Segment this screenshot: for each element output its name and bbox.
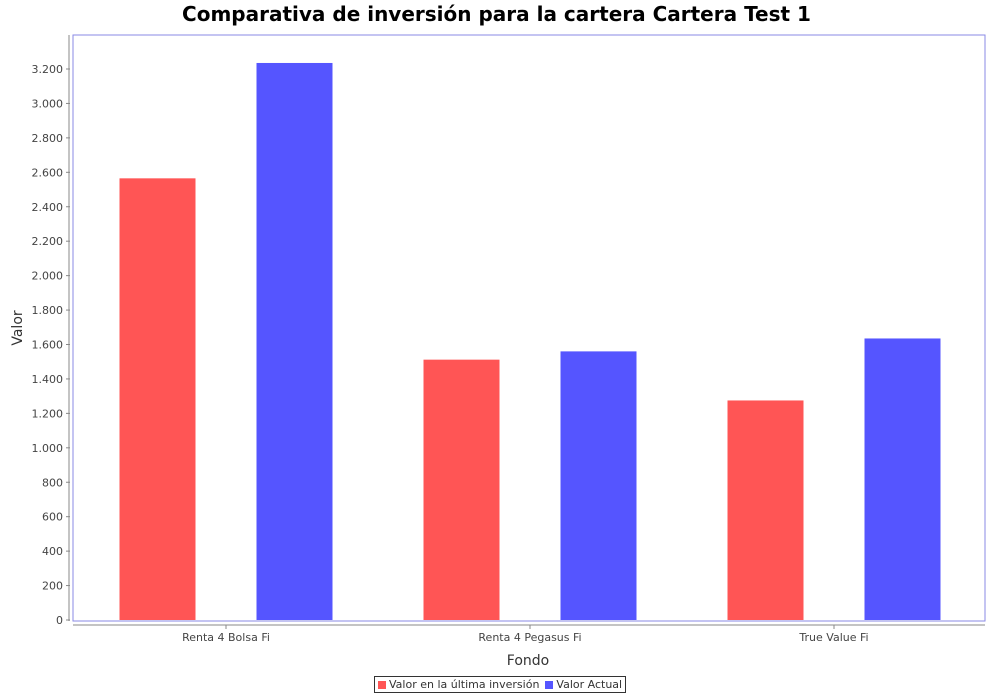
y-tick-label: 1.200	[32, 407, 64, 420]
legend-item-current-value: Valor Actual	[545, 678, 622, 691]
legend: Valor en la última inversión Valor Actua…	[374, 676, 627, 693]
y-axis: 0 200 400 600 800 1.000 1.200 1.400 1.600 1.800 2.…	[32, 35, 70, 627]
y-tick-label: 1.000	[32, 442, 64, 455]
y-tick-label: 400	[42, 545, 63, 558]
bar-chart: 0 200 400 600 800 1.000 1.200 1.400 1.600 1.800 2.…	[10, 34, 986, 669]
x-tick-label: Renta 4 Pegasus Fi	[478, 631, 581, 644]
legend-swatch-blue	[545, 680, 554, 689]
y-tick-label: 2.000	[32, 270, 64, 283]
x-axis: Renta 4 Bolsa Fi Renta 4 Pegasus Fi True V…	[73, 624, 985, 644]
y-tick-label: 200	[42, 580, 63, 593]
bars-group	[119, 62, 941, 621]
plot-area	[72, 34, 986, 622]
bar-current-value	[560, 351, 637, 620]
y-tick-label: 800	[42, 476, 63, 489]
y-tick-label: 1.400	[32, 373, 64, 386]
y-tick-label: 1.800	[32, 304, 64, 317]
legend-swatch-red	[378, 680, 386, 689]
bar-current-value	[864, 338, 941, 620]
x-axis-title: Fondo	[507, 653, 549, 669]
x-tick-label: Renta 4 Bolsa Fi	[182, 631, 270, 644]
y-tick-label: 0	[56, 614, 63, 627]
bar-current-value	[256, 62, 333, 620]
x-tick-label: True Value Fi	[798, 631, 868, 644]
bar-last-investment	[423, 359, 500, 620]
chart-title: Comparativa de inversión para la cartera…	[182, 2, 811, 26]
bar-last-investment	[119, 178, 196, 621]
bar-last-investment	[727, 400, 804, 620]
y-tick-label: 600	[42, 511, 63, 524]
legend-item-last-investment: Valor en la última inversión	[378, 678, 539, 691]
y-tick-label: 2.600	[32, 166, 64, 179]
legend-label: Valor en la última inversión	[389, 678, 540, 691]
y-axis-title: Valor	[10, 310, 26, 346]
y-tick-label: 2.800	[32, 132, 64, 145]
y-tick-label: 3.200	[32, 63, 64, 76]
y-tick-label: 1.600	[32, 339, 64, 352]
y-tick-label: 2.200	[32, 235, 64, 248]
y-tick-label: 3.000	[32, 97, 64, 110]
legend-label: Valor Actual	[556, 678, 623, 691]
y-tick-label: 2.400	[32, 201, 64, 214]
